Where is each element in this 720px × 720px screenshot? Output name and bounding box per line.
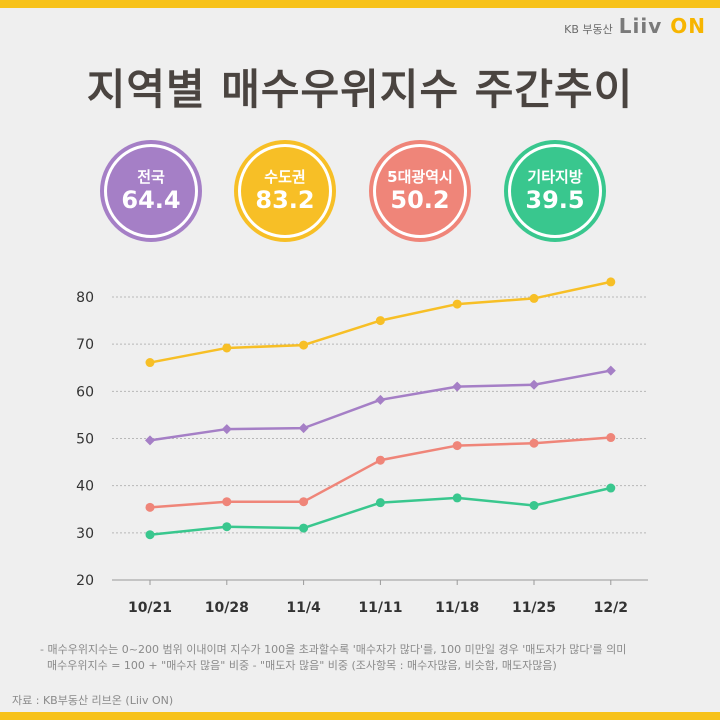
data-point [221,424,232,435]
region-badge-name: 전국 [137,168,165,186]
y-tick-label: 60 [76,384,94,400]
data-point [299,497,309,507]
series-line [149,369,612,442]
y-tick-label: 20 [76,573,94,589]
series-line [149,486,612,536]
data-point [529,438,539,448]
region-badge-name: 기타지방 [527,168,583,186]
data-point [606,277,616,287]
data-point [222,522,232,532]
x-tick-label: 10/21 [128,600,172,616]
y-tick-label: 50 [76,432,94,448]
footnote: - 매수우위지수는 0~200 범위 이내이며 지수가 100을 초과할수록 '… [40,642,626,674]
data-point [222,497,232,507]
region-badge: 전국 64.4 [100,140,202,242]
brand-liiv-word: Liiv [618,14,663,38]
brand-on-word: ON [670,14,706,38]
brand-liiv-text: Liiv ON [619,14,706,38]
region-badge-circle: 수도권 83.2 [241,147,329,235]
data-point [606,433,616,443]
x-tick-label: 11/11 [358,600,402,616]
x-tick-label: 10/28 [205,600,249,616]
data-point [222,343,232,353]
page-title: 지역별 매수우위지수 주간추이 [86,65,634,114]
x-tick-label: 11/18 [435,600,479,616]
data-point [375,316,385,326]
region-badge-circle: 전국 64.4 [107,147,195,235]
data-point [452,299,462,309]
y-tick-label: 30 [76,526,94,542]
data-point [299,340,309,350]
footnote-line-2: 매수우위지수 = 100 + "매수자 많음" 비중 - "매도자 많음" 비중… [40,659,557,672]
y-tick-label: 40 [76,479,94,495]
region-badge: 5대광역시 50.2 [369,140,471,242]
region-badge-circle: 5대광역시 50.2 [376,147,464,235]
data-point [452,493,462,503]
footnote-line-1: - 매수우위지수는 0~200 범위 이내이며 지수가 100을 초과할수록 '… [40,643,627,656]
region-badge-value: 83.2 [255,186,315,214]
data-point [145,530,155,540]
region-badge-value: 64.4 [121,186,181,214]
y-tick-label: 80 [76,290,94,306]
source-note: 자료 : KB부동산 리브온 (Liiv ON) [12,694,174,707]
region-badge-value: 50.2 [390,186,450,214]
top-accent-bar [0,0,720,8]
brand-logo: KB 부동산 Liiv ON [564,14,706,38]
data-point [529,293,539,303]
data-point [145,502,155,512]
data-point [375,455,385,465]
region-badge: 수도권 83.2 [234,140,336,242]
data-point [145,358,155,368]
x-tick-label: 11/25 [512,600,556,616]
data-point [375,498,385,508]
x-tick-label: 11/4 [286,600,321,616]
region-badge: 기타지방 39.5 [504,140,606,242]
region-badge-circle: 기타지방 39.5 [511,147,599,235]
brand-kb-text: KB 부동산 [564,23,613,36]
data-point [605,365,616,376]
data-point [299,523,309,533]
data-point [375,394,386,405]
data-point [452,381,463,392]
data-point [606,483,616,493]
data-point [452,441,462,451]
data-point [298,423,309,434]
data-point [529,379,539,390]
bottom-accent-bar [0,712,720,720]
data-point [145,435,155,446]
region-badge-name: 5대광역시 [387,168,453,186]
line-chart: 20 30 40 50 60 70 80 10/21 10/28 11/4 11/11 11/18 11… [76,277,648,616]
series-line [149,436,611,509]
region-badge-name: 수도권 [264,168,306,186]
x-tick-label: 12/2 [594,600,628,616]
data-point [529,500,539,510]
y-tick-label: 70 [76,337,94,353]
region-badge-value: 39.5 [525,186,585,214]
